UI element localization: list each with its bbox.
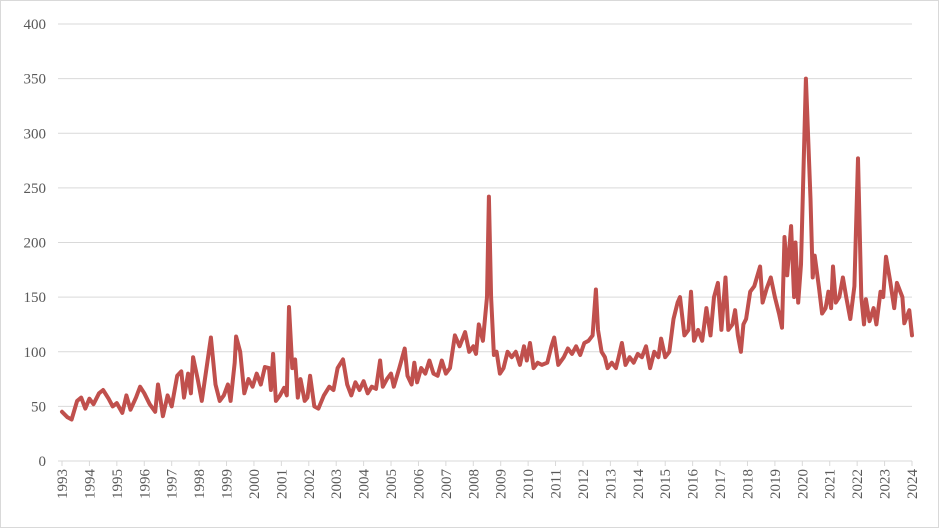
x-tick-label: 1995 <box>110 469 126 499</box>
x-tick-label: 2003 <box>329 469 345 499</box>
y-tick-label: 100 <box>24 345 47 361</box>
x-tick-label: 2024 <box>905 469 921 500</box>
x-tick-label: 2010 <box>521 469 537 499</box>
x-tick-label: 2009 <box>494 469 510 499</box>
y-tick-label: 50 <box>31 399 46 415</box>
x-tick-label: 2016 <box>686 469 702 500</box>
x-tick-label: 2004 <box>357 469 373 500</box>
y-tick-label: 350 <box>24 72 47 88</box>
x-tick-label: 2015 <box>658 469 674 499</box>
x-tick-label: 2019 <box>768 469 784 499</box>
x-tick-label: 2020 <box>795 469 811 499</box>
x-tick-label: 1993 <box>55 469 71 499</box>
data-line <box>60 76 914 422</box>
x-tick-label: 1998 <box>192 469 208 499</box>
y-tick-label: 400 <box>24 17 47 33</box>
x-tick-label: 2000 <box>247 469 263 499</box>
x-tick-label: 2012 <box>576 469 592 499</box>
x-tick-label: 2001 <box>274 469 290 499</box>
x-tick-label: 2007 <box>439 469 455 500</box>
x-tick-label: 1996 <box>137 469 153 500</box>
x-tick-label: 2022 <box>850 469 866 499</box>
x-tick-label: 2013 <box>603 469 619 499</box>
x-tick-label: 1997 <box>165 469 181 500</box>
x-tick-label: 2017 <box>713 469 729 500</box>
x-tick-label: 2008 <box>466 469 482 499</box>
x-tick-label: 2005 <box>384 469 400 499</box>
x-tick-label: 2023 <box>878 469 894 499</box>
x-tick-label: 2021 <box>823 469 839 499</box>
y-tick-label: 200 <box>24 236 47 252</box>
x-tick-label: 2018 <box>740 469 756 499</box>
x-tick-label: 2006 <box>411 469 427 500</box>
x-tick-label: 2014 <box>631 469 647 500</box>
x-tick-label: 2011 <box>549 469 565 498</box>
x-tick-label: 1999 <box>220 469 236 499</box>
y-tick-label: 250 <box>24 181 47 197</box>
x-tick-label: 2002 <box>302 469 318 499</box>
y-tick-label: 0 <box>39 454 47 470</box>
y-tick-label: 150 <box>24 290 47 306</box>
y-tick-label: 300 <box>24 126 47 142</box>
x-tick-label: 1994 <box>82 469 98 500</box>
